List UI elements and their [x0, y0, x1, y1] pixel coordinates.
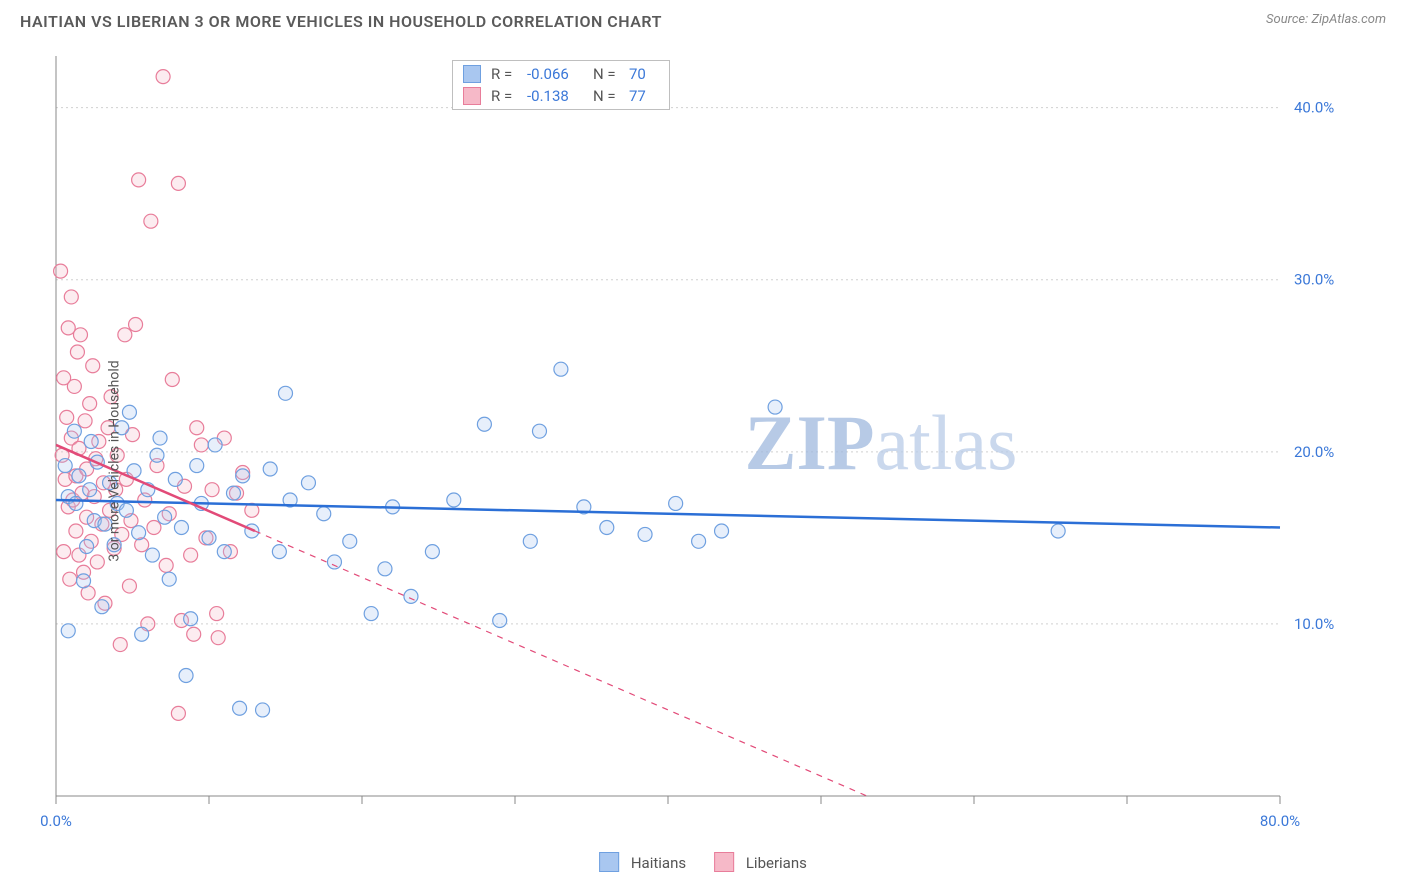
stat-swatch: [463, 65, 481, 83]
legend-swatch-haitians: [599, 852, 619, 872]
source-link[interactable]: ZipAtlas.com: [1311, 12, 1386, 27]
svg-text:20.0%: 20.0%: [1294, 443, 1334, 461]
svg-text:40.0%: 40.0%: [1294, 99, 1334, 117]
scatter-plot: 10.0% 20.0% 30.0% 40.0% 0.0% 80.0% ZIPatlas: [20, 50, 1360, 840]
svg-text:80.0%: 80.0%: [1260, 812, 1300, 830]
legend-item-haitians: Haitians: [599, 852, 686, 872]
legend-item-liberians: Liberians: [714, 852, 807, 872]
legend-label-liberians: Liberians: [746, 854, 807, 872]
svg-text:0.0%: 0.0%: [40, 812, 72, 830]
y-axis-label: 3 or more Vehicles in Household: [107, 360, 123, 561]
svg-text:ZIPatlas: ZIPatlas: [745, 399, 1018, 486]
source-attribution: Source: ZipAtlas.com: [1266, 12, 1386, 27]
legend-swatch-liberians: [714, 852, 734, 872]
bottom-legend: Haitians Liberians: [599, 852, 807, 872]
correlation-stats-box: R =-0.066N =70R =-0.138N =77: [452, 60, 670, 110]
source-label: Source:: [1266, 12, 1308, 27]
stat-swatch: [463, 87, 481, 105]
chart-title: HAITIAN VS LIBERIAN 3 OR MORE VEHICLES I…: [20, 12, 662, 31]
legend-label-haitians: Haitians: [631, 854, 686, 872]
svg-text:10.0%: 10.0%: [1294, 615, 1334, 633]
svg-text:30.0%: 30.0%: [1294, 271, 1334, 289]
chart-area: 3 or more Vehicles in Household 10.0% 20.…: [20, 50, 1386, 872]
